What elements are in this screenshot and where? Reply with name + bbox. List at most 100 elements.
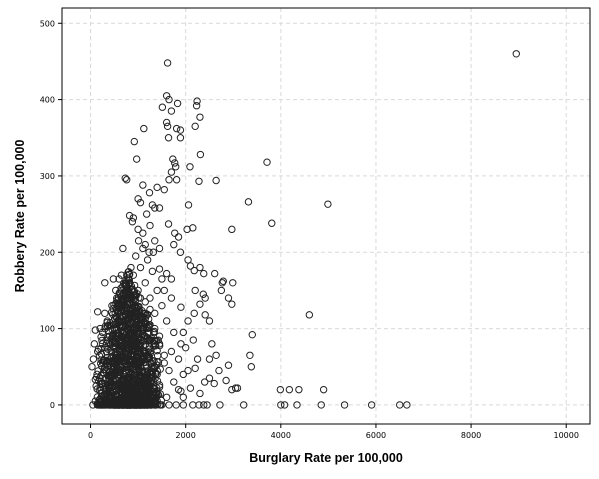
data-point: [170, 378, 178, 386]
data-point: [192, 102, 201, 110]
data-point: [143, 337, 151, 345]
data-point: [117, 346, 125, 354]
data-point: [200, 269, 208, 278]
data-point: [190, 266, 198, 275]
data-point: [133, 324, 142, 333]
data-point: [141, 279, 149, 287]
data-point: [193, 355, 202, 363]
data-point: [293, 401, 301, 409]
data-point: [160, 359, 168, 367]
data-point: [153, 286, 161, 295]
data-point: [135, 346, 144, 354]
data-point: [146, 345, 154, 353]
data-point: [97, 371, 105, 380]
data-point: [177, 340, 185, 348]
data-point: [201, 378, 209, 386]
data-point: [162, 92, 171, 100]
data-point: [285, 385, 294, 394]
data-point: [167, 294, 176, 302]
data-point: [153, 367, 161, 375]
data-point: [186, 262, 195, 270]
data-point: [146, 294, 154, 302]
data-point: [114, 295, 123, 304]
data-point: [121, 174, 129, 182]
data-point: [108, 334, 116, 342]
data-point: [162, 393, 171, 401]
data-point: [222, 376, 230, 385]
data-point: [117, 309, 125, 317]
data-point: [119, 244, 127, 253]
data-point: [184, 256, 192, 264]
data-point: [149, 328, 158, 337]
data-point: [93, 308, 102, 316]
data-point: [136, 316, 144, 324]
data-point: [189, 224, 197, 232]
data-point: [126, 324, 134, 332]
data-point: [133, 378, 141, 386]
data-point: [167, 107, 176, 115]
data-point: [186, 384, 195, 392]
data-point: [158, 275, 166, 283]
data-point: [195, 177, 203, 185]
data-point: [153, 384, 161, 392]
data-point: [133, 304, 142, 313]
data-point: [147, 371, 156, 379]
data-point: [176, 134, 185, 142]
data-point: [158, 301, 166, 310]
data-point: [130, 300, 138, 308]
data-point: [138, 351, 147, 360]
y-tick-label: 200: [40, 248, 55, 257]
data-point: [155, 204, 164, 212]
data-point: [167, 275, 176, 283]
data-point: [276, 385, 285, 394]
data-point: [139, 229, 147, 237]
plot-frame: [61, 7, 591, 425]
data-point: [144, 315, 153, 323]
y-tick-label: 400: [40, 96, 55, 105]
data-point: [173, 99, 182, 108]
data-point: [148, 267, 157, 276]
data-point: [104, 323, 112, 331]
data-point: [140, 337, 148, 345]
data-point: [171, 159, 179, 167]
y-tick-label: 300: [40, 172, 55, 181]
data-point: [205, 317, 214, 325]
data-point: [117, 271, 126, 279]
data-point: [101, 279, 109, 287]
data-point: [201, 294, 209, 302]
data-point: [146, 221, 154, 230]
data-point: [164, 134, 173, 142]
data-point: [122, 320, 130, 328]
data-point: [177, 303, 185, 311]
data-point: [105, 321, 114, 329]
data-point: [181, 343, 190, 352]
data-point: [163, 122, 172, 131]
data-point: [367, 401, 376, 409]
data-point: [248, 330, 256, 339]
data-point: [113, 392, 121, 401]
data-point: [143, 310, 152, 319]
x-tick-label: 10000: [553, 431, 578, 440]
data-point: [125, 211, 134, 220]
x-tick-label: 4000: [271, 431, 291, 440]
data-point: [118, 333, 126, 341]
data-point: [218, 279, 227, 287]
data-point: [233, 384, 242, 392]
data-point: [155, 265, 164, 273]
data-point: [103, 358, 112, 366]
data-point: [165, 176, 173, 184]
data-point: [162, 317, 171, 325]
data-point: [97, 333, 105, 341]
data-point: [162, 118, 171, 127]
x-tick-label: 8000: [461, 431, 481, 440]
data-point: [105, 383, 114, 392]
data-point: [130, 137, 139, 146]
data-point: [210, 379, 218, 388]
data-point: [151, 237, 159, 245]
data-point: [151, 342, 160, 350]
data-point: [88, 363, 96, 371]
x-tick-label: 0: [88, 431, 93, 440]
data-point: [179, 393, 188, 401]
data-point: [196, 150, 205, 159]
data-point: [163, 59, 172, 67]
